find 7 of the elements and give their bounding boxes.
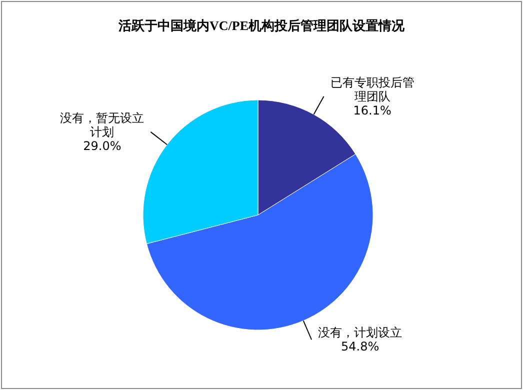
slice-label: 没有，暂无设立计划	[60, 110, 144, 139]
data-label: 16.1%	[353, 103, 392, 118]
slice-label: 已有专职投后管理团队	[330, 75, 414, 104]
slice-label: 没有，计划设立	[318, 326, 402, 340]
data-label: 54.8%	[340, 340, 380, 354]
chart-title: 活跃于中国境内VC/PE机构投后管理团队设置情况	[118, 18, 406, 33]
data-label: 29.0%	[83, 138, 122, 153]
